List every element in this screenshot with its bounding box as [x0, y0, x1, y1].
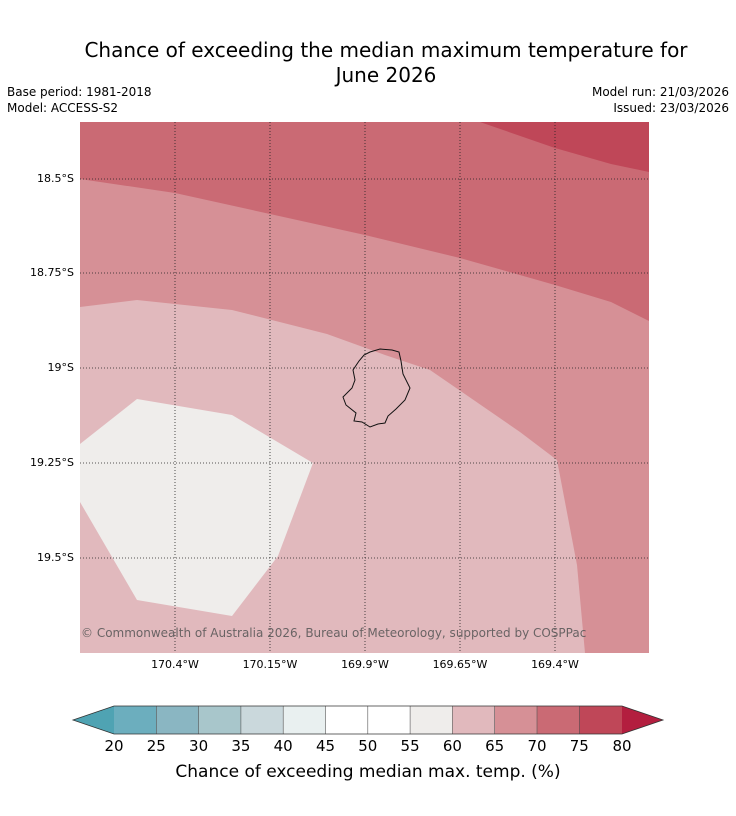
meta-left: Base period: 1981-2018 Model: ACCESS-S2 — [7, 84, 152, 116]
model-name: Model: ACCESS-S2 — [7, 101, 119, 115]
gridlines — [80, 122, 649, 653]
base-period: Base period: 1981-2018 — [7, 85, 152, 99]
colorbar-tick-30: 30 — [189, 737, 209, 755]
colorbar-tick-65: 65 — [485, 737, 505, 755]
colorbar-title: Chance of exceeding median max. temp. (%… — [175, 762, 561, 782]
colorbar-tick-20: 20 — [104, 737, 124, 755]
colorbar-bin-40-45 — [283, 706, 326, 734]
zone-75-80 — [480, 122, 649, 172]
colorbar-bin-50-55 — [367, 706, 411, 734]
colorbar-bin-30-35 — [198, 706, 241, 734]
colorbar-bin-20-25 — [114, 706, 157, 734]
colorbar-dividers — [156, 706, 580, 734]
lat-label-19-5: 19.5°S — [37, 551, 74, 564]
lat-label-19-25: 19.25°S — [30, 456, 74, 469]
lat-label-19: 19°S — [47, 361, 74, 374]
colorbar — [71, 705, 665, 735]
colorbar-bin-75-80 — [579, 706, 622, 734]
issued-date: Issued: 23/03/2026 — [613, 101, 729, 115]
model-run: Model run: 21/03/2026 — [591, 85, 729, 99]
colorbar-tick-55: 55 — [400, 737, 420, 755]
copyright-notice: © Commonwealth of Australia 2026, Bureau… — [81, 626, 587, 640]
colorbar-bin-45-50 — [325, 706, 368, 734]
colorbar-tick-25: 25 — [146, 737, 166, 755]
map-title: Chance of exceeding the median maximum t… — [0, 38, 736, 88]
colorbar-tick-45: 45 — [315, 737, 336, 755]
colorbar-tick-50: 50 — [358, 737, 378, 755]
colorbar-extend-below-20 — [73, 706, 114, 734]
lon-label-169-65: 169.65°W — [432, 658, 488, 671]
colorbar-bin-25-30 — [156, 706, 199, 734]
map-plot-area — [80, 122, 649, 653]
map-title-line2: June 2026 — [335, 63, 437, 87]
colorbar-tick-80: 80 — [612, 737, 632, 755]
colorbar-tick-60: 60 — [442, 737, 462, 755]
colorbar-outline — [71, 705, 665, 735]
lon-label-169-9: 169.9°W — [341, 658, 389, 671]
lat-label-18-5: 18.5°S — [37, 172, 74, 185]
colorbar-bin-55-60 — [410, 706, 453, 734]
colorbar-tick-35: 35 — [231, 737, 251, 755]
map-title-line1: Chance of exceeding the median maximum t… — [84, 38, 688, 62]
colorbar-tick-70: 70 — [527, 737, 547, 755]
lon-label-170-4: 170.4°W — [151, 658, 199, 671]
colorbar-tick-40: 40 — [273, 737, 293, 755]
lat-label-18-75: 18.75°S — [30, 266, 74, 279]
zone-55-60 — [80, 399, 313, 616]
lon-label-170-15: 170.15°W — [242, 658, 298, 671]
colorbar-bin-35-40 — [240, 706, 284, 734]
niue-island-outline — [342, 348, 411, 428]
meta-right: Model run: 21/03/2026 Issued: 23/03/2026 — [592, 84, 729, 116]
colorbar-bin-65-70 — [494, 706, 537, 734]
zone-70-75 — [80, 122, 649, 321]
lon-label-169-4: 169.4°W — [531, 658, 579, 671]
colorbar-bin-60-65 — [452, 706, 495, 734]
colorbar-extend-above-80 — [622, 706, 663, 734]
colorbar-bin-70-75 — [537, 706, 580, 734]
colorbar-tick-75: 75 — [569, 737, 589, 755]
